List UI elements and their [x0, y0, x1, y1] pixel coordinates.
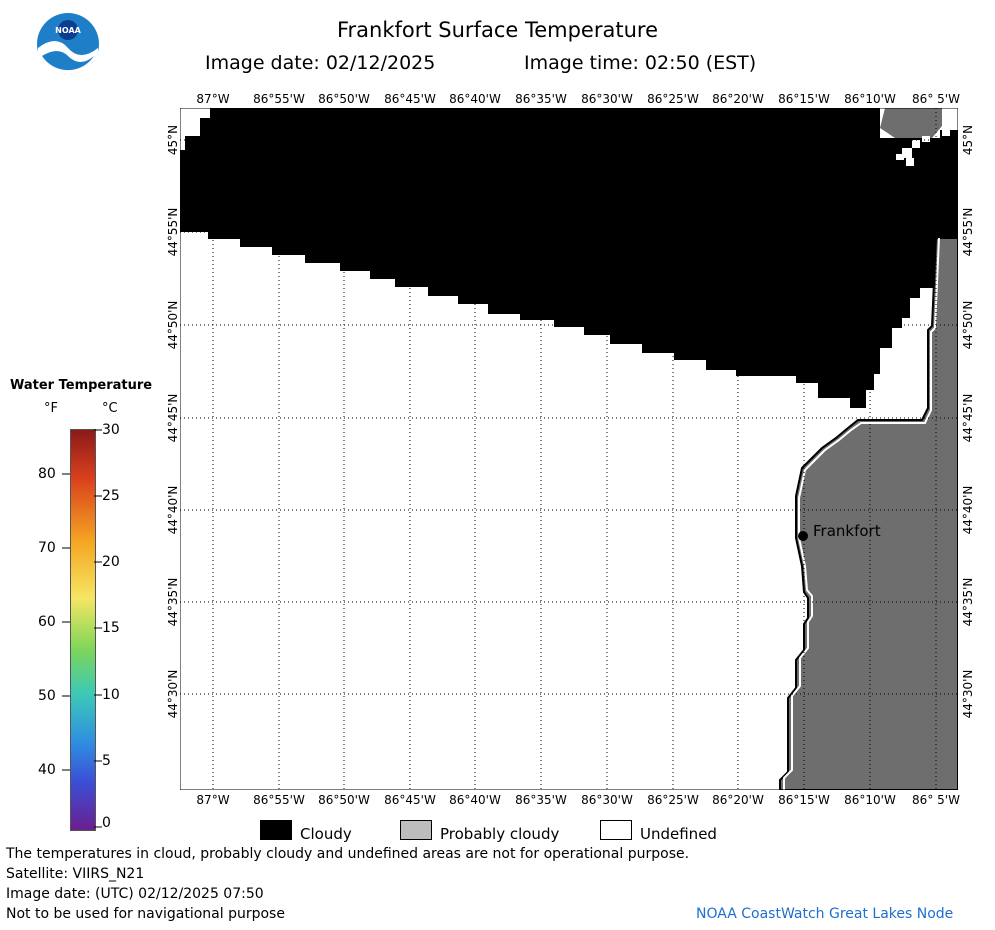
lat-label: 44°55'N [166, 207, 180, 257]
unit-f: °F [44, 401, 58, 416]
lon-label: 86°30'W [581, 793, 633, 807]
lat-label: 44°40'N [961, 485, 975, 535]
lon-label: 86°25'W [647, 92, 699, 106]
unit-c: °C [102, 401, 118, 416]
lat-label: 44°55'N [961, 207, 975, 257]
lon-label: 86°10'W [844, 92, 896, 106]
undefined-swatch [600, 820, 632, 840]
lon-label: 86°50'W [318, 793, 370, 807]
lon-label: 86°15'W [778, 92, 830, 106]
noaa-logo: NOAA [37, 13, 99, 76]
lon-label: 87°W [196, 92, 230, 106]
c-tick: 25 [102, 488, 120, 504]
probably-cloudy-swatch [400, 820, 432, 840]
footer-navigation: Not to be used for navigational purpose [6, 906, 285, 922]
c-tick: 30 [102, 422, 120, 438]
f-tick: 40 [38, 762, 56, 778]
c-tick: 5 [102, 753, 111, 769]
lat-label: 44°35'N [961, 577, 975, 627]
logo-text: NOAA [55, 26, 81, 35]
lon-label: 86°35'W [515, 92, 567, 106]
image-time: Image time: 02:50 (EST) [524, 52, 757, 74]
c-tick: 0 [102, 815, 111, 831]
lon-label: 86°45'W [384, 793, 436, 807]
lon-label: 86°30'W [581, 92, 633, 106]
probably-cloudy-label: Probably cloudy [440, 825, 560, 843]
lon-label: 86°10'W [844, 793, 896, 807]
c-tick: 10 [102, 687, 120, 703]
c-tick: 20 [102, 554, 120, 570]
f-tick: 60 [38, 614, 56, 630]
lon-label: 86°15'W [778, 793, 830, 807]
f-tick: 80 [38, 466, 56, 482]
lat-label: 44°50'N [961, 300, 975, 350]
lon-label: 86°20'W [712, 92, 764, 106]
lat-label: 44°30'N [166, 669, 180, 719]
credit-link[interactable]: NOAA CoastWatch Great Lakes Node [696, 906, 954, 922]
cloudy-label: Cloudy [300, 825, 352, 843]
f-tick: 50 [38, 688, 56, 704]
lat-label: 45°N [166, 124, 180, 156]
land-region [779, 237, 958, 790]
legend-title: Water Temperature [10, 378, 153, 393]
lon-label: 86° 5'W [912, 92, 960, 106]
lat-label: 44°50'N [166, 300, 180, 350]
footer-satellite: Satellite: VIIRS_N21 [6, 866, 145, 882]
cloudy-swatch [260, 820, 292, 840]
cloudy-region [180, 108, 958, 408]
frankfort-marker [798, 531, 808, 541]
lon-label: 87°W [196, 793, 230, 807]
lon-label: 86°20'W [712, 793, 764, 807]
map-panel: Frankfort [180, 108, 958, 790]
lat-label: 44°30'N [961, 669, 975, 719]
lon-label: 86°35'W [515, 793, 567, 807]
graticule [180, 108, 958, 790]
footer-utc-date: Image date: (UTC) 02/12/2025 07:50 [6, 886, 264, 902]
color-scale-bar [70, 429, 96, 831]
lon-label: 86°45'W [384, 92, 436, 106]
lat-label: 44°45'N [166, 393, 180, 443]
c-tick: 15 [102, 620, 120, 636]
lon-label: 86°55'W [253, 793, 305, 807]
undefined-label: Undefined [640, 825, 717, 843]
lat-label: 44°45'N [961, 393, 975, 443]
map-title: Frankfort Surface Temperature [336, 18, 658, 42]
lon-label: 86°40'W [449, 793, 501, 807]
lon-label: 86°40'W [449, 92, 501, 106]
lat-label: 44°35'N [166, 577, 180, 627]
footer-disclaimer: The temperatures in cloud, probably clou… [6, 846, 690, 862]
lon-label: 86°55'W [253, 92, 305, 106]
lat-label: 45°N [961, 124, 975, 156]
f-tick: 70 [38, 540, 56, 556]
lat-label: 44°40'N [166, 485, 180, 535]
city-label: Frankfort [813, 522, 881, 540]
lon-label: 86°25'W [647, 793, 699, 807]
image-date: Image date: 02/12/2025 [205, 52, 436, 74]
lon-label: 86°50'W [318, 92, 370, 106]
probably-cloudy-patch [880, 108, 942, 138]
lon-label: 86° 5'W [912, 793, 960, 807]
scale-ticks [62, 429, 102, 828]
